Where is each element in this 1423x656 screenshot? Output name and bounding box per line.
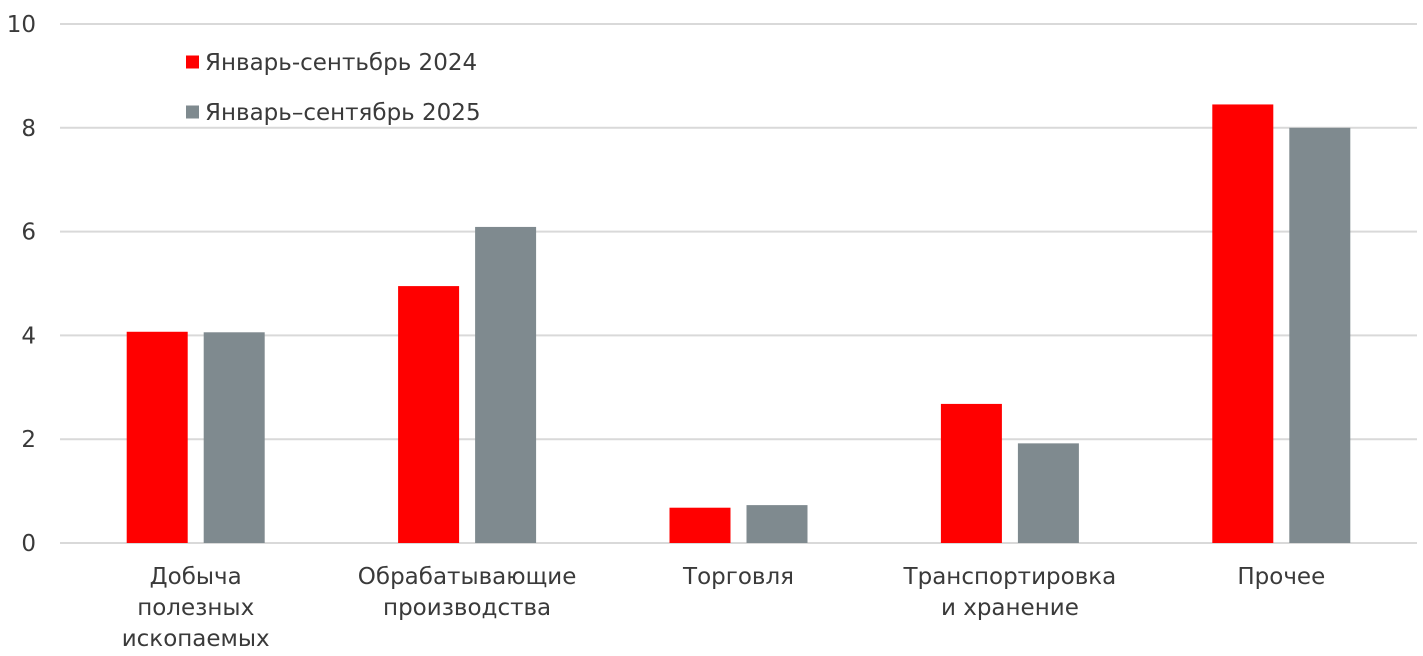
category-label: полезных bbox=[137, 595, 254, 621]
y-tick-label: 6 bbox=[21, 220, 36, 246]
y-tick-label: 0 bbox=[21, 531, 36, 557]
legend-label-series2: Январь–сентябрь 2025 bbox=[205, 100, 481, 126]
legend-swatch-series1 bbox=[186, 55, 199, 69]
bar-series2-cat4 bbox=[1017, 443, 1079, 543]
bar-series2-cat5 bbox=[1289, 127, 1351, 544]
y-axis-ticks: 0 2 4 6 8 10 bbox=[7, 12, 36, 557]
category-label: Прочее bbox=[1237, 564, 1325, 590]
bar-series1-cat1 bbox=[126, 331, 188, 543]
category-label: ископаемых bbox=[122, 626, 270, 652]
y-tick-label: 2 bbox=[21, 427, 36, 453]
category-label: и хранение bbox=[941, 595, 1079, 621]
bar-series1-cat4 bbox=[940, 403, 1002, 543]
category-label: Добыча bbox=[150, 564, 242, 590]
legend-label-series1: Январь-сентьбрь 2024 bbox=[205, 50, 477, 76]
legend: Январь-сентьбрь 2024 Январь–сентябрь 2025 bbox=[186, 50, 481, 126]
y-tick-label: 8 bbox=[21, 116, 36, 142]
gridlines bbox=[60, 23, 1417, 544]
x-axis-categories: Добыча полезных ископаемых Обрабатывающие пр… bbox=[122, 564, 1326, 652]
bar-series2-cat2 bbox=[475, 226, 537, 543]
category-label: Торговля bbox=[682, 564, 794, 590]
y-tick-label: 10 bbox=[7, 12, 36, 38]
legend-swatch-series2 bbox=[186, 105, 199, 119]
bars bbox=[126, 104, 1351, 544]
bar-series1-cat5 bbox=[1212, 104, 1274, 543]
bar-series1-cat3 bbox=[669, 507, 731, 543]
category-label: производства bbox=[383, 595, 551, 621]
category-label: Обрабатывающие bbox=[358, 564, 577, 590]
category-label: Транспортировка bbox=[903, 564, 1117, 590]
y-tick-label: 4 bbox=[21, 323, 36, 349]
bar-series1-cat2 bbox=[398, 286, 460, 543]
bar-series2-cat1 bbox=[203, 332, 265, 543]
bar-series2-cat3 bbox=[746, 505, 808, 543]
